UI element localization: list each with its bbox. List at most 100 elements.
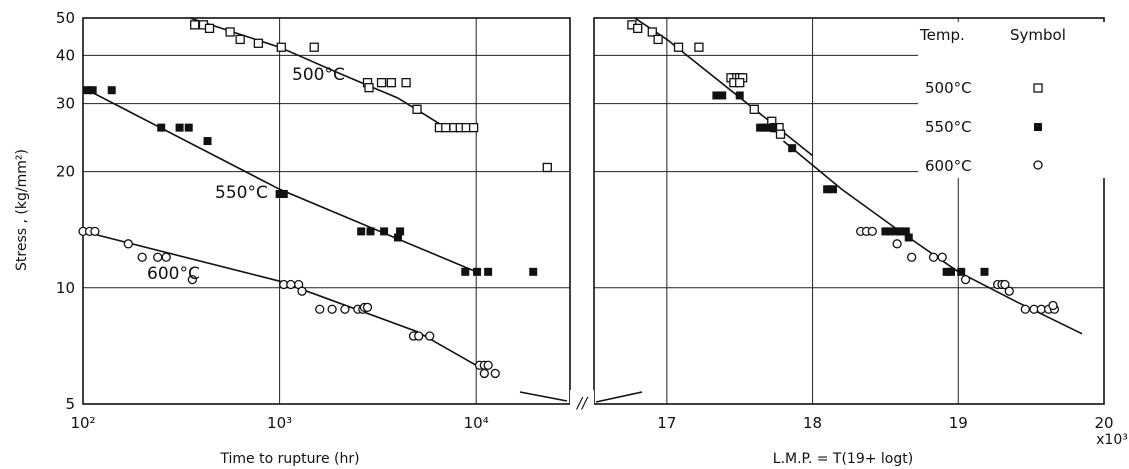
axis-break-mark: // — [575, 394, 589, 412]
point-open-square — [276, 42, 286, 52]
trend-line-right-0 — [634, 17, 814, 157]
x-tick-label-left: 10³ — [267, 414, 292, 432]
point-filled-square — [764, 123, 773, 132]
legend-label-600: 600°C — [925, 157, 972, 175]
point-filled-square — [484, 267, 493, 276]
point-filled-square — [107, 86, 116, 95]
point-filled-square — [756, 123, 765, 132]
legend-symbol-600 — [1033, 160, 1043, 170]
point-filled-square — [88, 86, 97, 95]
x-tick-label-left: 10⁴ — [464, 414, 489, 432]
point-open-square — [653, 34, 663, 45]
y-tick-label: 50 — [56, 9, 75, 27]
right-plot-frame — [593, 17, 1105, 405]
point-open-circle — [327, 304, 337, 314]
point-open-square — [694, 42, 704, 52]
legend-symbol-500 — [1033, 83, 1043, 93]
legend-header-symbol: Symbol — [1010, 26, 1066, 44]
point-open-square — [673, 42, 684, 52]
point-filled-square — [712, 91, 721, 100]
x-multiplier-label: x10³ — [1096, 432, 1128, 448]
point-open-square — [468, 122, 479, 133]
y-tick-label: 20 — [56, 163, 75, 181]
point-open-circle — [1004, 286, 1014, 296]
point-filled-square — [881, 227, 890, 236]
point-filled-square — [828, 185, 837, 194]
point-filled-square — [885, 227, 894, 236]
y-tick-label: 40 — [56, 46, 75, 64]
point-open-circle — [892, 239, 902, 249]
point-filled-square — [891, 227, 900, 236]
point-open-circle — [483, 360, 493, 370]
x-tick-label-right: 18 — [803, 414, 822, 432]
y-tick-label: 10 — [56, 279, 75, 297]
point-filled-square — [529, 267, 538, 276]
y-axis-label: Stress , (kg/mm²) — [14, 149, 30, 271]
point-open-circle — [137, 252, 147, 262]
point-filled-square — [947, 267, 955, 276]
x-tick-label-left: 10² — [70, 414, 95, 432]
trend-line-right-1 — [782, 140, 959, 273]
point-open-circle — [161, 252, 171, 262]
point-open-circle — [315, 304, 325, 314]
plot-frames — [82, 17, 1105, 405]
point-filled-square — [896, 227, 904, 236]
point-filled-square — [279, 189, 288, 198]
point-filled-square — [461, 267, 470, 276]
point-open-square — [309, 42, 319, 52]
right-x-axis-label: L.M.P. = T(19+ logt) — [773, 451, 913, 467]
point-filled-square — [357, 227, 366, 236]
point-filled-square — [904, 233, 913, 242]
point-open-circle — [1048, 300, 1058, 311]
point-open-circle — [960, 274, 971, 285]
point-filled-square — [473, 267, 482, 276]
point-filled-square — [769, 123, 778, 132]
point-filled-square — [788, 144, 797, 153]
point-open-square — [253, 38, 264, 48]
trend-line-right-2 — [957, 271, 1083, 335]
point-open-circle — [123, 239, 133, 249]
point-filled-square — [760, 123, 769, 132]
point-filled-square — [275, 189, 284, 198]
y-tick-label: 30 — [56, 95, 75, 113]
legend-header-temp: Temp. — [919, 26, 965, 44]
point-open-circle — [187, 274, 198, 285]
axis-break: // — [519, 390, 643, 414]
trend-line-left-1 — [82, 86, 477, 273]
legend-label-500: 500°C — [925, 79, 972, 97]
point-filled-square — [823, 185, 832, 194]
point-open-square — [364, 83, 374, 93]
point-open-square — [412, 104, 422, 114]
point-open-square — [401, 78, 411, 88]
left-x-axis-label: Time to rupture (hr) — [219, 451, 359, 467]
point-filled-square — [203, 137, 212, 146]
point-open-circle — [937, 252, 947, 262]
point-open-square — [775, 129, 786, 139]
series-label-550: 550°C — [215, 183, 268, 203]
point-open-circle — [867, 226, 877, 237]
point-filled-square — [175, 123, 184, 132]
point-open-circle — [1000, 279, 1010, 290]
point-open-square — [204, 23, 215, 34]
series-label-500: 500°C — [292, 65, 345, 85]
legend: Temp. Symbol 500°C 550°C 600°C — [918, 22, 1114, 178]
point-open-circle — [490, 368, 500, 379]
point-open-square — [376, 78, 387, 88]
point-filled-square — [942, 267, 951, 276]
point-filled-square — [366, 227, 375, 236]
point-open-square — [647, 27, 657, 37]
tick-labels: 5 10 20 30 40 50 10² 10³ 10⁴ 17 18 19 20 — [56, 9, 1114, 432]
point-open-circle — [928, 252, 939, 262]
point-open-square — [190, 20, 200, 30]
series-label-600: 600°C — [147, 264, 200, 284]
point-open-circle — [297, 286, 307, 296]
point-filled-square — [380, 227, 389, 236]
point-filled-square — [718, 91, 727, 100]
point-open-square — [735, 78, 745, 88]
data-points — [78, 20, 1060, 379]
point-filled-square — [980, 267, 989, 276]
point-open-square — [749, 104, 759, 114]
point-filled-square — [396, 227, 405, 236]
point-open-circle — [425, 331, 435, 341]
